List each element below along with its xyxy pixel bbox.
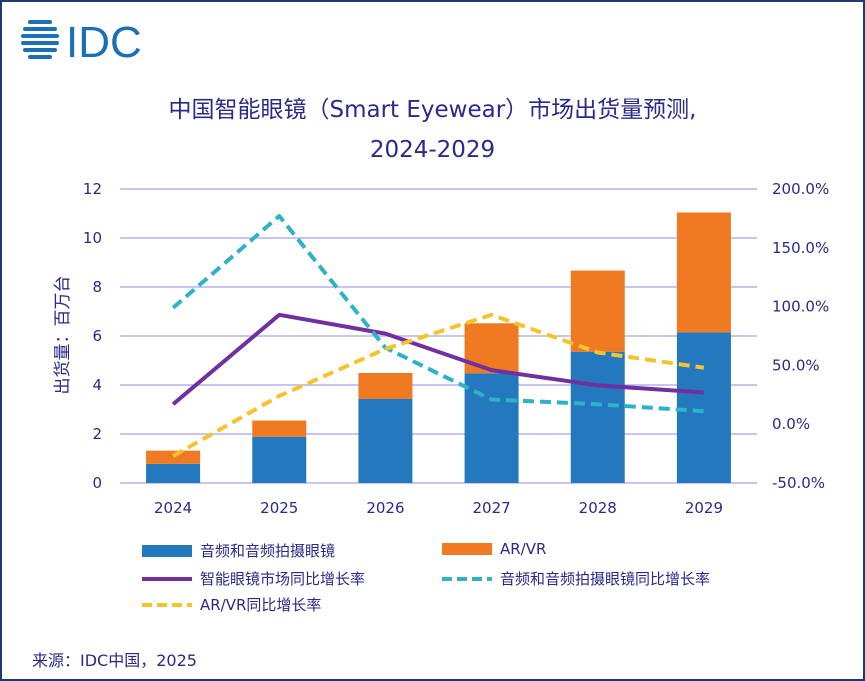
y-tick-label: 12 — [83, 180, 102, 198]
y2-tick-label: 50.0% — [772, 356, 820, 374]
line-series-2 — [172, 312, 705, 458]
bar-audio — [570, 351, 625, 483]
x-tick-label: 2025 — [260, 499, 298, 517]
bar-audio — [358, 398, 413, 483]
legend-audio: 音频和音频拍摄眼镜 — [142, 540, 335, 561]
legend-swatch — [142, 544, 192, 557]
y-tick-label: 6 — [92, 327, 102, 345]
legend-label: 智能眼镜市场同比增长率 — [200, 570, 366, 588]
title-line-2: 2024-2029 — [369, 137, 496, 163]
idc-logo: IDC — [20, 16, 170, 67]
chart-title: 中国智能眼镜（Smart Eyewear）市场出货量预测, 2024-2029 — [2, 90, 863, 170]
bar-arvr — [676, 212, 731, 333]
x-tick-label: 2029 — [685, 499, 723, 517]
legend-label: 音频和音频拍摄眼镜同比增长率 — [500, 570, 711, 588]
bar-arvr — [358, 372, 413, 399]
bar-arvr — [464, 323, 519, 374]
bar-arvr — [146, 450, 201, 464]
bar-audio — [464, 373, 519, 483]
idc-globe-icon: IDC — [21, 18, 142, 67]
title-line-1: 中国智能眼镜（Smart Eyewear）市场出货量预测, — [168, 97, 697, 123]
legend-swatch — [142, 576, 192, 581]
legend-market-growth: 智能眼镜市场同比增长率 — [142, 568, 365, 589]
legend-label: AR/VR同比增长率 — [200, 596, 322, 614]
y-tick-label: 4 — [92, 376, 102, 394]
legend-swatch — [142, 602, 192, 607]
y2-tick-label: 0.0% — [772, 415, 810, 433]
y-tick-label: 2 — [92, 425, 102, 443]
bar-audio — [676, 332, 731, 483]
y2-tick-label: 150.0% — [772, 239, 829, 257]
y-tick-label: 0 — [92, 474, 102, 492]
bar-arvr — [570, 270, 625, 352]
legend-label: AR/VR — [500, 540, 547, 558]
svg-text:IDC: IDC — [66, 18, 142, 60]
bar-audio — [146, 463, 201, 483]
legend-audio-growth: 音频和音频拍摄眼镜同比增长率 — [442, 568, 710, 589]
y2-tick-label: 200.0% — [772, 180, 829, 198]
line-series-0 — [171, 312, 705, 406]
x-tick-label: 2026 — [366, 499, 404, 517]
y2-tick-label: -50.0% — [772, 474, 825, 492]
legend-swatch — [442, 543, 492, 555]
y-tick-label: 10 — [83, 229, 102, 247]
y2-tick-label: 100.0% — [772, 298, 829, 316]
source-note: 来源：IDC中国，2025 — [32, 651, 197, 670]
line-series-1 — [171, 214, 705, 414]
y-tick-label: 8 — [92, 278, 102, 296]
x-tick-label: 2024 — [154, 499, 192, 517]
bar-arvr — [252, 420, 307, 437]
x-tick-label: 2027 — [472, 499, 510, 517]
legend-label: 音频和音频拍摄眼镜 — [200, 542, 336, 560]
legend-swatch — [442, 576, 492, 581]
bar-audio — [252, 436, 307, 483]
legend-arvr-growth: AR/VR同比增长率 — [142, 594, 321, 615]
y-axis-label: 出货量：百万台 — [53, 276, 73, 395]
legend-arvr: AR/VR — [442, 540, 546, 558]
x-tick-label: 2028 — [579, 499, 617, 517]
